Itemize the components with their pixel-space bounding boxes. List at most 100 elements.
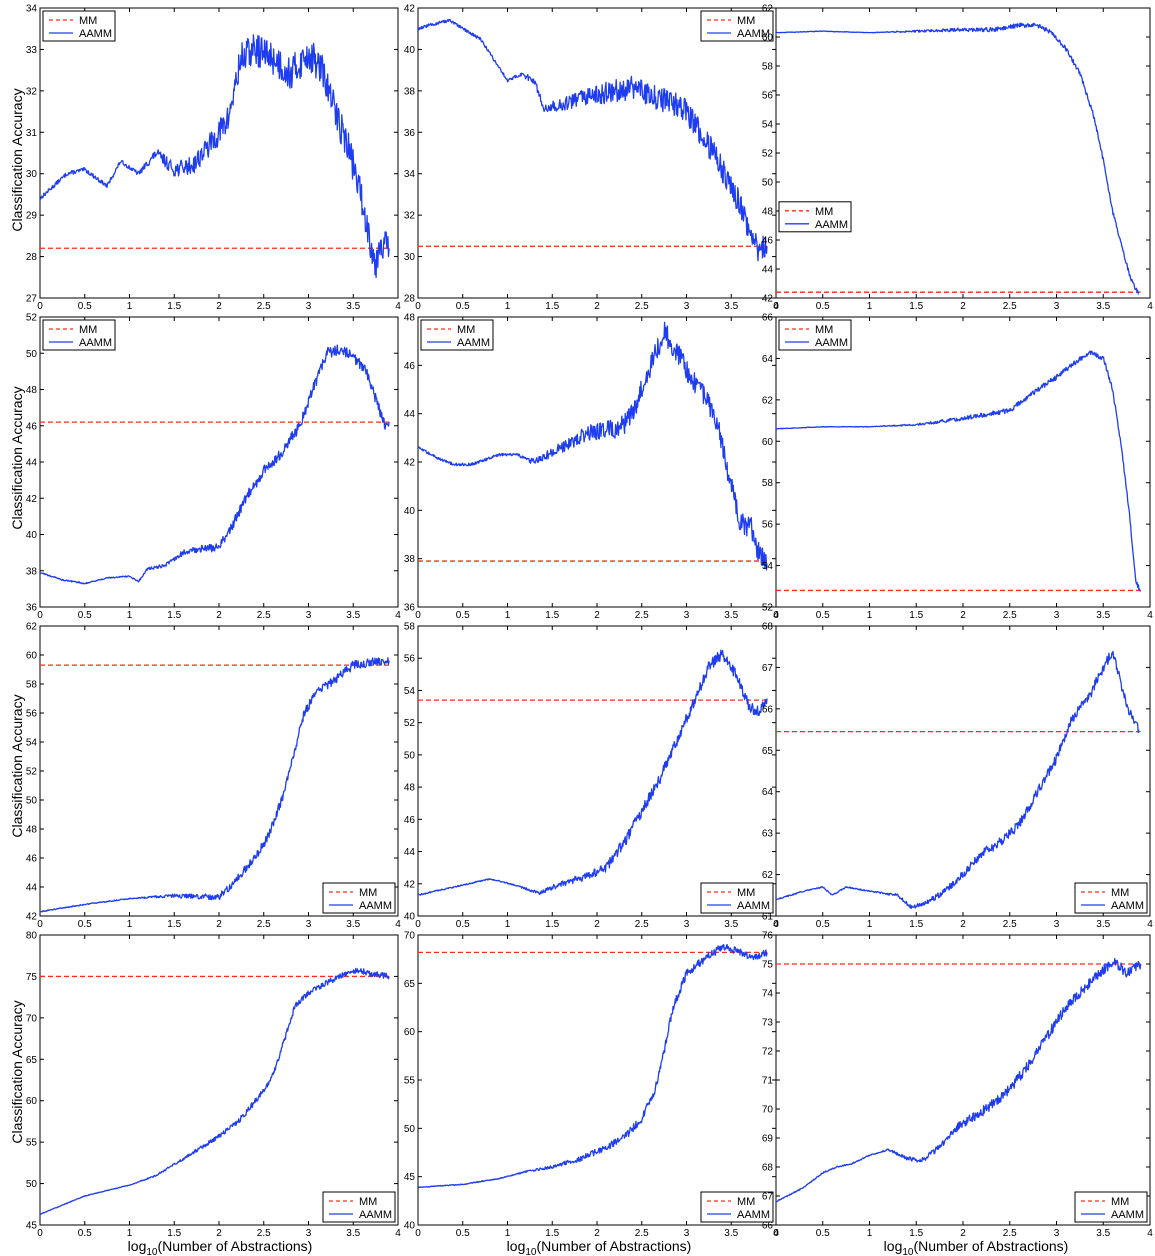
x-tick-label: 3.5 <box>724 610 738 621</box>
xlabel-prefix: log <box>507 1238 526 1254</box>
x-tick-label: 1.5 <box>545 1228 559 1239</box>
legend-box <box>1074 882 1148 914</box>
y-tick-label: 36 <box>404 603 416 614</box>
x-tick-label: 3.5 <box>1096 610 1110 621</box>
y-tick-label: 52 <box>762 149 774 160</box>
legend-label: MM <box>737 1196 755 1208</box>
ylabel-row-3: Classification Accuracy <box>9 1000 25 1143</box>
plot-frame <box>417 625 777 917</box>
series-group <box>418 649 768 896</box>
x-tick-label: 1.5 <box>545 301 559 312</box>
x-tick-label: 3 <box>306 919 312 930</box>
y-tick-label: 55 <box>26 1138 38 1149</box>
chart-panel-8: 0 0.5 1 1.5 2 2.5 3 3.5 4 40 42 44 46 48 50 52 54 56 58 MMA… <box>404 622 779 931</box>
x-tick-label: 2 <box>216 610 222 621</box>
x-tick-label: 3.5 <box>346 1228 360 1239</box>
y-tick-label: 48 <box>404 783 416 794</box>
x-tick-label: 2.5 <box>257 610 271 621</box>
legend-label: AAMM <box>359 900 392 912</box>
ylabel-row-0: Classification Accuracy <box>9 88 25 231</box>
y-tick-label: 40 <box>404 1221 416 1232</box>
series-group <box>40 967 390 1215</box>
legend-box <box>322 882 396 914</box>
legend-box <box>42 10 116 42</box>
legend-label: MM <box>1111 887 1129 899</box>
x-tick-label: 3.5 <box>346 301 360 312</box>
series-line-aamm <box>776 22 1140 295</box>
x-tick-label: 3 <box>684 919 690 930</box>
y-tick-label: 65 <box>26 1055 38 1066</box>
x-tick-label: 2 <box>960 1228 966 1239</box>
x-tick-label: 1.5 <box>167 1228 181 1239</box>
xlabel-prefix: log <box>884 1238 903 1254</box>
x-tick-label: 0 <box>773 919 779 930</box>
panels-layer: 0 0.5 1 1.5 2 2.5 3 3.5 42728293031323334MMAAMM0… <box>26 4 1153 1240</box>
x-tick-label: 4 <box>773 919 779 930</box>
x-tick-label: 2 <box>216 919 222 930</box>
y-tick-label: 27 <box>26 294 38 305</box>
y-tick-label: 67 <box>762 663 774 674</box>
legend-label: MM <box>79 324 97 336</box>
series-group <box>776 650 1141 910</box>
series-group <box>418 321 768 571</box>
series-group <box>776 22 1141 295</box>
x-tick-label: 4 <box>395 919 401 930</box>
x-tick-label: 1.5 <box>167 919 181 930</box>
x-tick-label: 2 <box>960 610 966 621</box>
x-tick-label: 3 <box>684 610 690 621</box>
y-tick-label: 36 <box>404 128 416 139</box>
x-tick-label: 1.5 <box>909 301 923 312</box>
legend-box <box>420 319 494 351</box>
y-tick-label: 42 <box>404 4 416 15</box>
x-tick-label: 0 <box>37 1228 43 1239</box>
y-tick-label: 60 <box>762 33 774 44</box>
x-tick-label: 2.5 <box>635 919 649 930</box>
series-group <box>776 958 1142 1203</box>
y-tick-label: 60 <box>762 437 774 448</box>
x-tick-label: 4 <box>773 610 779 621</box>
x-tick-label: 1 <box>505 301 511 312</box>
y-tick-label: 54 <box>762 120 774 131</box>
legend-label: AAMM <box>457 337 490 349</box>
x-tick-label: 0.5 <box>456 610 470 621</box>
plot-frame <box>417 7 777 299</box>
y-tick-label: 56 <box>26 709 38 720</box>
x-tick-label: 1 <box>867 1228 873 1239</box>
x-tick-label: 1.5 <box>909 610 923 621</box>
legend-label: MM <box>737 15 755 27</box>
legend-label: AAMM <box>737 28 770 40</box>
y-tick-label: 58 <box>762 478 774 489</box>
legend-label: AAMM <box>815 337 848 349</box>
y-tick-label: 50 <box>762 178 774 189</box>
x-tick-label: 4 <box>1147 301 1153 312</box>
y-tick-label: 42 <box>762 294 774 305</box>
y-tick-label: 80 <box>26 931 38 942</box>
y-tick-label: 48 <box>26 825 38 836</box>
ylabel-row-1: Classification Accuracy <box>9 386 25 529</box>
y-tick-label: 46 <box>404 815 416 826</box>
y-tick-label: 75 <box>762 960 774 971</box>
x-tick-label: 2.5 <box>635 1228 649 1239</box>
y-tick-label: 36 <box>26 603 38 614</box>
legend-label: MM <box>359 1196 377 1208</box>
y-tick-label: 61 <box>762 912 774 923</box>
x-tick-label: 0 <box>37 919 43 930</box>
y-tick-label: 32 <box>404 211 416 222</box>
x-tick-label: 2.5 <box>1003 610 1017 621</box>
x-tick-label: 3 <box>306 1228 312 1239</box>
x-tick-label: 1 <box>867 610 873 621</box>
y-tick-label: 56 <box>762 520 774 531</box>
y-tick-label: 63 <box>762 829 774 840</box>
x-tick-label: 4 <box>395 301 401 312</box>
legend-label: AAMM <box>815 219 848 231</box>
y-tick-label: 42 <box>404 879 416 890</box>
x-tick-label: 1.5 <box>545 610 559 621</box>
x-tick-label: 0 <box>773 1228 779 1239</box>
